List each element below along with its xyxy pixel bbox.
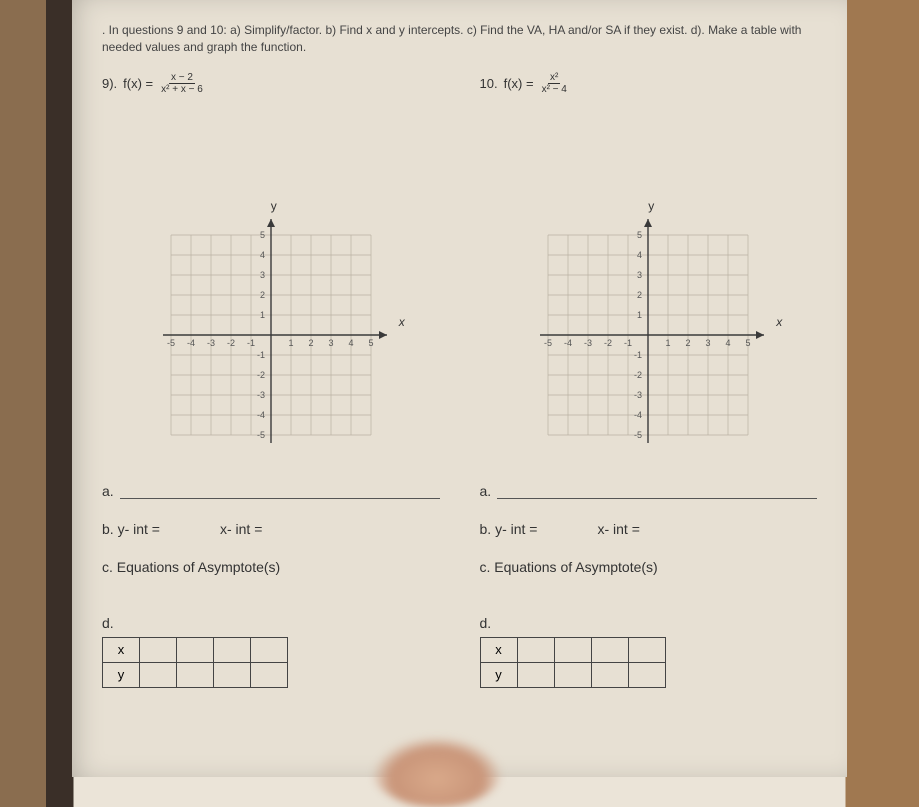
svg-text:4: 4 bbox=[348, 338, 353, 348]
problem-9-denominator: x² + x − 6 bbox=[159, 84, 205, 95]
part-c-label: c. bbox=[480, 559, 491, 575]
svg-text:-4: -4 bbox=[187, 338, 195, 348]
svg-text:3: 3 bbox=[328, 338, 333, 348]
blank-line bbox=[497, 497, 817, 499]
part-c-text: Equations of Asymptote(s) bbox=[494, 559, 657, 575]
problem-9-heading: 9). f(x) = x − 2 x² + x − 6 bbox=[102, 72, 440, 95]
problem-9-fraction: x − 2 x² + x − 6 bbox=[159, 72, 205, 95]
part-b-10: b. y- int = x- int = bbox=[480, 521, 818, 537]
svg-text:-2: -2 bbox=[257, 370, 265, 380]
part-c-label: c. bbox=[102, 559, 113, 575]
problem-9-numerator: x − 2 bbox=[169, 72, 195, 84]
svg-text:1: 1 bbox=[666, 338, 671, 348]
problem-10-fraction: x² x² − 4 bbox=[540, 72, 569, 95]
svg-text:-4: -4 bbox=[634, 410, 642, 420]
svg-text:-1: -1 bbox=[634, 350, 642, 360]
problem-10-lhs: f(x) = bbox=[504, 76, 534, 91]
table-row: y bbox=[103, 662, 288, 687]
part-b-9: b. y- int = x- int = bbox=[102, 521, 440, 537]
svg-text:1: 1 bbox=[288, 338, 293, 348]
worksheet-page: . In questions 9 and 10: a) Simplify/fac… bbox=[72, 0, 847, 777]
row-x-label: x bbox=[480, 637, 517, 662]
svg-text:-1: -1 bbox=[247, 338, 255, 348]
svg-text:2: 2 bbox=[308, 338, 313, 348]
svg-text:-3: -3 bbox=[207, 338, 215, 348]
x-axis-label: x bbox=[776, 315, 782, 329]
row-y-label: y bbox=[480, 662, 517, 687]
svg-text:3: 3 bbox=[260, 270, 265, 280]
graph-10: y x -5-5-4-4-3-3-2-2-1-11122334455 bbox=[518, 205, 778, 465]
svg-text:3: 3 bbox=[706, 338, 711, 348]
part-c-10: c. Equations of Asymptote(s) bbox=[480, 559, 818, 575]
problem-10-numerator: x² bbox=[548, 72, 560, 84]
svg-text:-5: -5 bbox=[544, 338, 552, 348]
svg-text:5: 5 bbox=[260, 230, 265, 240]
y-axis-label: y bbox=[648, 199, 654, 213]
part-c-text: Equations of Asymptote(s) bbox=[117, 559, 280, 575]
problem-10-heading: 10. f(x) = x² x² − 4 bbox=[480, 72, 818, 95]
svg-text:2: 2 bbox=[686, 338, 691, 348]
graph-9: y x -5-5-4-4-3-3-2-2-1-11122334455 bbox=[141, 205, 401, 465]
svg-text:5: 5 bbox=[637, 230, 642, 240]
x-int-label: x- int = bbox=[597, 521, 639, 537]
svg-text:4: 4 bbox=[726, 338, 731, 348]
problem-10: 10. f(x) = x² x² − 4 y x -5-5-4-4-3-3-2-… bbox=[480, 72, 818, 688]
svg-text:3: 3 bbox=[637, 270, 642, 280]
svg-text:2: 2 bbox=[637, 290, 642, 300]
xy-table-9: x y bbox=[102, 637, 288, 688]
svg-text:-2: -2 bbox=[227, 338, 235, 348]
part-b-label: b. bbox=[102, 521, 114, 537]
y-int-label: y- int = bbox=[118, 521, 160, 537]
row-y-label: y bbox=[103, 662, 140, 687]
svg-text:1: 1 bbox=[637, 310, 642, 320]
table-row: x bbox=[480, 637, 665, 662]
part-a-9: a. bbox=[102, 483, 440, 499]
svg-text:-1: -1 bbox=[624, 338, 632, 348]
thumb-shadow bbox=[372, 737, 502, 807]
part-b-label: b. bbox=[480, 521, 492, 537]
x-axis-label: x bbox=[399, 315, 405, 329]
part-a-label: a. bbox=[102, 483, 114, 499]
part-c-9: c. Equations of Asymptote(s) bbox=[102, 559, 440, 575]
part-d-10-label: d. bbox=[480, 615, 818, 631]
svg-text:-4: -4 bbox=[564, 338, 572, 348]
x-int-label: x- int = bbox=[220, 521, 262, 537]
svg-text:-5: -5 bbox=[634, 430, 642, 440]
problem-columns: 9). f(x) = x − 2 x² + x − 6 y x -5 -5 -4 -4… bbox=[102, 72, 817, 688]
svg-text:2: 2 bbox=[260, 290, 265, 300]
problem-9: 9). f(x) = x − 2 x² + x − 6 y x -5 -5 -4 -4… bbox=[102, 72, 440, 688]
problem-10-denominator: x² − 4 bbox=[540, 84, 569, 95]
table-row: y bbox=[480, 662, 665, 687]
svg-text:5: 5 bbox=[368, 338, 373, 348]
instructions-text: . In questions 9 and 10: a) Simplify/fac… bbox=[102, 22, 817, 56]
svg-text:-5: -5 bbox=[257, 430, 265, 440]
part-d-9-label: d. bbox=[102, 615, 440, 631]
part-a-label: a. bbox=[480, 483, 492, 499]
coordinate-grid-10: -5 -5 -4 -4 -3 -3 -2 -2 -1-1 1 1 2 2 3 3 4 4 5 5 bbox=[518, 205, 778, 465]
part-a-10: a. bbox=[480, 483, 818, 499]
svg-text:5: 5 bbox=[746, 338, 751, 348]
problem-9-number: 9). bbox=[102, 76, 117, 91]
y-int-label: y- int = bbox=[495, 521, 537, 537]
svg-text:-3: -3 bbox=[257, 390, 265, 400]
table-row: x bbox=[103, 637, 288, 662]
blank-line bbox=[120, 497, 440, 499]
svg-text:4: 4 bbox=[260, 250, 265, 260]
svg-text:-3: -3 bbox=[634, 390, 642, 400]
problem-10-number: 10. bbox=[480, 76, 498, 91]
row-x-label: x bbox=[103, 637, 140, 662]
svg-text:1: 1 bbox=[260, 310, 265, 320]
svg-text:4: 4 bbox=[637, 250, 642, 260]
svg-text:-2: -2 bbox=[634, 370, 642, 380]
y-axis-label: y bbox=[271, 199, 277, 213]
xy-table-10: x y bbox=[480, 637, 666, 688]
coordinate-grid-9: -5 -5 -4 -4 -3 -3 -2 -2 -1-1 1 1 2 2 3 3 4 4 5 5 bbox=[141, 205, 401, 465]
svg-text:-4: -4 bbox=[257, 410, 265, 420]
problem-9-lhs: f(x) = bbox=[123, 76, 153, 91]
svg-text:-1: -1 bbox=[257, 350, 265, 360]
svg-text:-2: -2 bbox=[604, 338, 612, 348]
svg-text:-5: -5 bbox=[167, 338, 175, 348]
svg-text:-3: -3 bbox=[584, 338, 592, 348]
